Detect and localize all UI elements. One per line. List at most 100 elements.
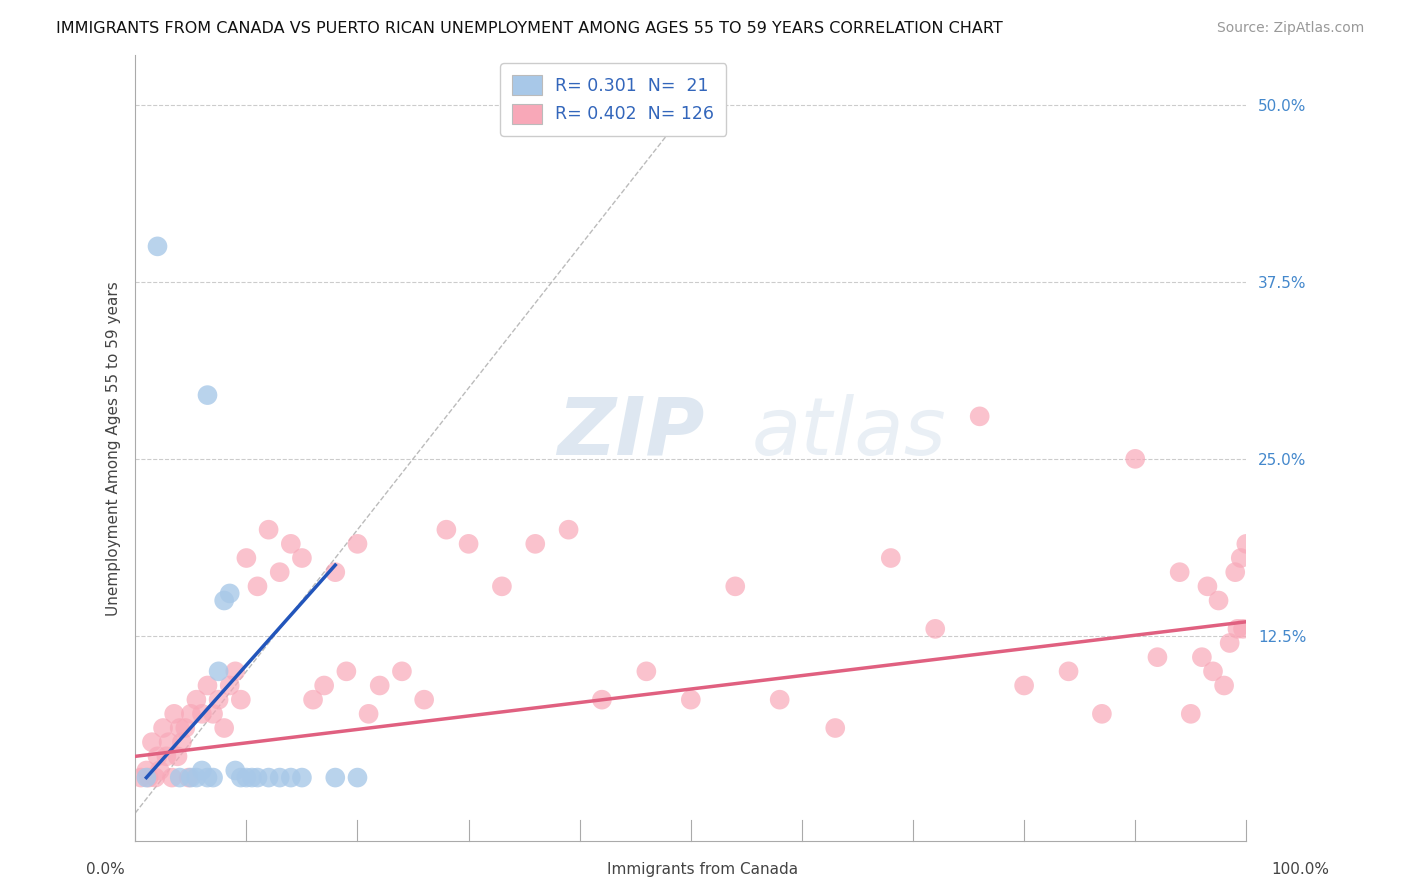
Point xyxy=(157,735,180,749)
Point xyxy=(1191,650,1213,665)
Point xyxy=(769,692,792,706)
Text: ZIP: ZIP xyxy=(558,393,704,472)
Point xyxy=(357,706,380,721)
Text: 0.0%: 0.0% xyxy=(86,863,125,877)
Point xyxy=(1229,551,1251,566)
Point xyxy=(1091,706,1114,721)
Point xyxy=(246,579,269,593)
Point xyxy=(491,579,513,593)
Point xyxy=(197,678,219,692)
Point xyxy=(524,537,547,551)
Point xyxy=(269,771,291,785)
Text: IMMIGRANTS FROM CANADA VS PUERTO RICAN UNEMPLOYMENT AMONG AGES 55 TO 59 YEARS CO: IMMIGRANTS FROM CANADA VS PUERTO RICAN U… xyxy=(56,21,1002,36)
Point xyxy=(1123,451,1146,466)
Point xyxy=(457,537,479,551)
Point xyxy=(323,565,346,579)
Point xyxy=(246,771,269,785)
Point xyxy=(169,721,191,735)
Point xyxy=(143,771,166,785)
Point xyxy=(166,749,188,764)
Point xyxy=(212,593,235,607)
Point xyxy=(1012,678,1035,692)
Point xyxy=(224,764,246,778)
Point xyxy=(191,764,214,778)
Point xyxy=(413,692,436,706)
Text: Immigrants from Canada: Immigrants from Canada xyxy=(607,863,799,877)
Y-axis label: Unemployment Among Ages 55 to 59 years: Unemployment Among Ages 55 to 59 years xyxy=(107,281,121,615)
Point xyxy=(591,692,613,706)
Point xyxy=(679,692,702,706)
Point xyxy=(1057,665,1080,679)
Point xyxy=(135,771,157,785)
Point xyxy=(218,678,240,692)
Point xyxy=(1197,579,1219,593)
Point xyxy=(1168,565,1191,579)
Point xyxy=(391,665,413,679)
Text: atlas: atlas xyxy=(752,393,946,472)
Point xyxy=(724,579,747,593)
Point xyxy=(177,771,200,785)
Point xyxy=(152,721,174,735)
Point xyxy=(186,771,208,785)
Point xyxy=(924,622,946,636)
Point xyxy=(824,721,846,735)
Point xyxy=(346,537,368,551)
Point xyxy=(202,706,225,721)
Point xyxy=(314,678,336,692)
Point xyxy=(1208,593,1230,607)
Point xyxy=(1234,537,1257,551)
Point xyxy=(1232,622,1254,636)
Point xyxy=(257,771,280,785)
Point xyxy=(160,771,183,785)
Point xyxy=(174,721,197,735)
Point xyxy=(346,771,368,785)
Point xyxy=(291,551,314,566)
Point xyxy=(180,706,202,721)
Point xyxy=(636,665,658,679)
Point xyxy=(207,665,229,679)
Point xyxy=(229,771,252,785)
Point xyxy=(269,565,291,579)
Point xyxy=(202,771,225,785)
Text: 100.0%: 100.0% xyxy=(1271,863,1330,877)
Point xyxy=(141,735,163,749)
Point xyxy=(218,586,240,600)
Point xyxy=(880,551,903,566)
Text: Source: ZipAtlas.com: Source: ZipAtlas.com xyxy=(1216,21,1364,35)
Point xyxy=(240,771,263,785)
Point xyxy=(212,721,235,735)
Point xyxy=(1219,636,1241,650)
Point xyxy=(186,692,208,706)
Point xyxy=(557,523,579,537)
Point xyxy=(191,706,214,721)
Point xyxy=(323,771,346,785)
Point xyxy=(1226,622,1249,636)
Point xyxy=(1202,665,1225,679)
Point xyxy=(155,749,177,764)
Point xyxy=(235,551,257,566)
Point xyxy=(235,771,257,785)
Point xyxy=(291,771,314,785)
Point xyxy=(1146,650,1168,665)
Point xyxy=(1225,565,1247,579)
Point xyxy=(207,692,229,706)
Point xyxy=(368,678,391,692)
Point xyxy=(149,764,172,778)
Point xyxy=(180,771,202,785)
Point xyxy=(1213,678,1236,692)
Point xyxy=(280,771,302,785)
Point xyxy=(146,749,169,764)
Point xyxy=(197,771,219,785)
Point xyxy=(1180,706,1202,721)
Point xyxy=(135,764,157,778)
Point xyxy=(335,665,357,679)
Legend: R= 0.301  N=  21, R= 0.402  N= 126: R= 0.301 N= 21, R= 0.402 N= 126 xyxy=(501,63,725,136)
Point xyxy=(257,523,280,537)
Point xyxy=(280,537,302,551)
Point xyxy=(969,409,991,424)
Point xyxy=(229,692,252,706)
Point xyxy=(170,735,193,749)
Point xyxy=(138,771,160,785)
Point xyxy=(146,239,169,253)
Point xyxy=(434,523,457,537)
